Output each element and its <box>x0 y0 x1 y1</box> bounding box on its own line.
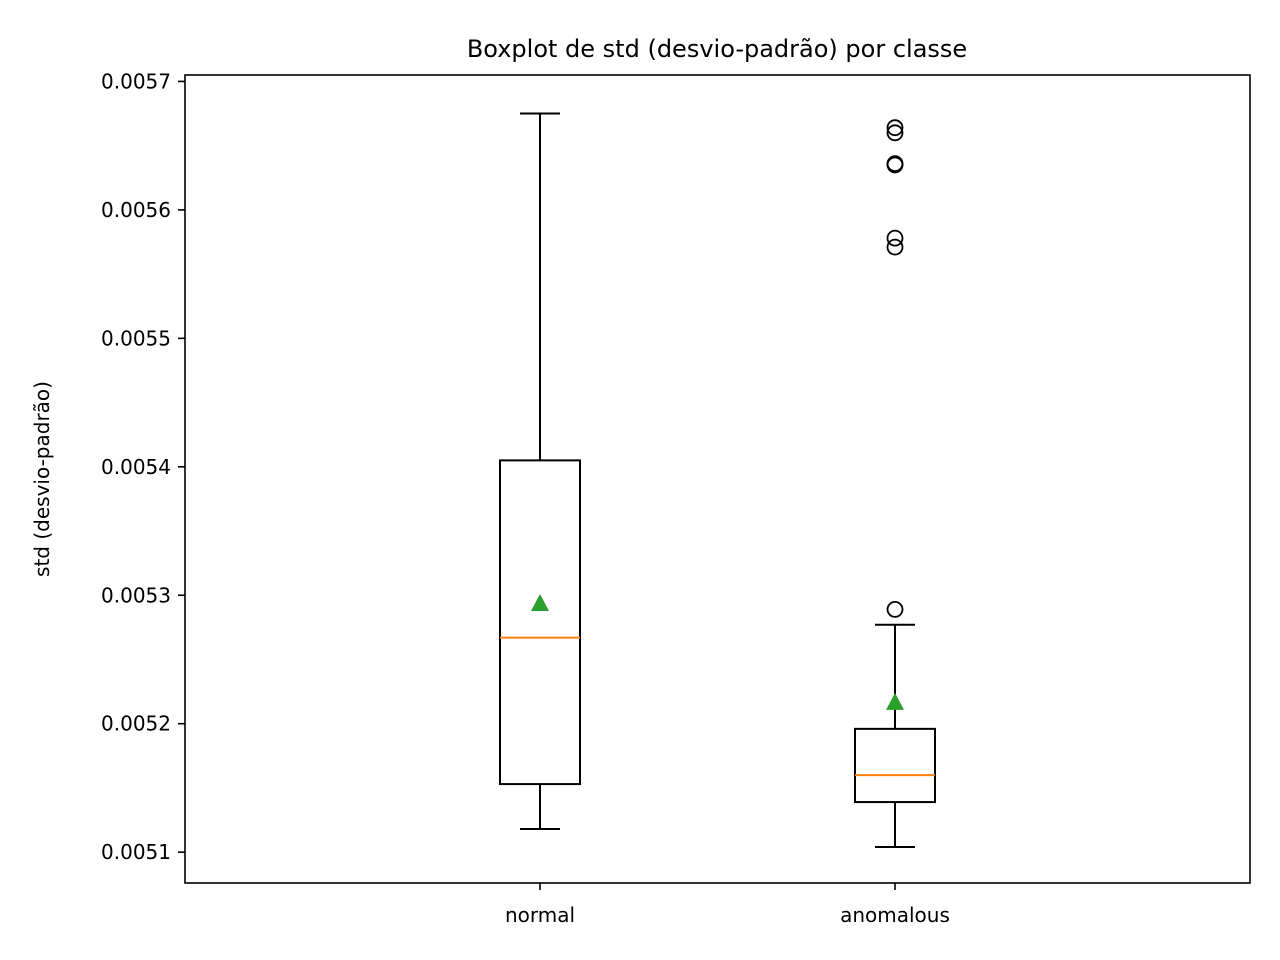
chart-title: Boxplot de std (desvio-padrão) por class… <box>467 35 967 63</box>
y-tick-label: 0.0051 <box>101 840 171 864</box>
box-anomalous <box>854 727 936 804</box>
x-tick-label: anomalous <box>840 903 950 927</box>
y-tick-label: 0.0057 <box>101 69 171 93</box>
outlier-point <box>886 229 904 247</box>
y-tick-label: 0.0054 <box>101 455 171 479</box>
x-tick-label: normal <box>505 903 575 927</box>
y-tick-label: 0.0055 <box>101 326 171 350</box>
y-tick-label: 0.0056 <box>101 198 171 222</box>
mean-marker <box>886 692 904 710</box>
outlier-point <box>886 600 904 618</box>
outlier-point <box>886 238 904 256</box>
box-normal <box>499 459 581 786</box>
y-tick-label: 0.0053 <box>101 583 171 607</box>
plot-area: 0.0051 0.0052 0.0053 0.0054 0.0055 0.0056 0.00… <box>101 69 1251 927</box>
mean-marker <box>531 593 549 611</box>
y-axis-label: std (desvio-padrão) <box>30 381 54 577</box>
outlier-point <box>886 155 904 173</box>
axes-frame <box>184 74 1251 884</box>
y-tick-label: 0.0052 <box>101 712 171 736</box>
outlier-point <box>886 119 904 137</box>
outlier-point <box>886 124 904 142</box>
